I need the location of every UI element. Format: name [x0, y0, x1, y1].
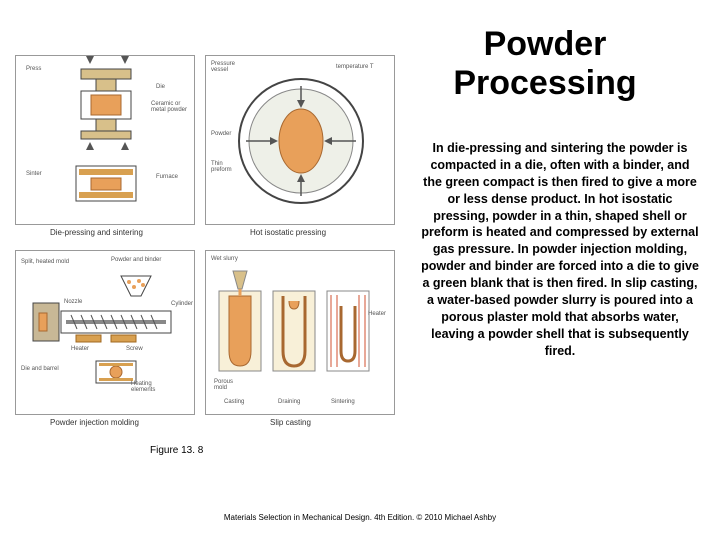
slide: Powder Processing In die-pressing and si…: [0, 0, 720, 540]
label-heater: Heater: [71, 346, 89, 352]
panel-label-bl: Powder injection molding: [50, 418, 139, 427]
label-pb: Powder and binder: [111, 257, 171, 263]
label-powder: Ceramic or metal powder: [151, 101, 191, 113]
panel-label-tl: Die-pressing and sintering: [50, 228, 143, 237]
label-pm: Porous mold: [214, 379, 244, 391]
label-preform: Thin preform: [211, 161, 241, 173]
label-cast: Casting: [224, 399, 244, 405]
label-press: Press: [26, 66, 41, 72]
label-furnace: Furnace: [156, 174, 178, 180]
label-sint: Sintering: [331, 399, 355, 405]
label-hip-powder: Powder: [211, 131, 231, 137]
panel-die-pressing: Press Die Ceramic or metal powder Sinter…: [15, 55, 195, 225]
label-temp: temperature T: [336, 64, 386, 70]
label-sinter: Sinter: [26, 171, 42, 177]
slide-title: Powder Processing: [405, 25, 685, 103]
figure-caption: Figure 13. 8: [150, 445, 203, 456]
label-die: Die: [156, 84, 165, 90]
label-drain: Draining: [278, 399, 300, 405]
label-pv: Pressure vessel: [211, 61, 251, 73]
panel-slip: Wet slurry Porous mold Heater Casting Dr…: [205, 250, 395, 415]
panel-pim: Split, heated mold Powder and binder Noz…: [15, 250, 195, 415]
panel-label-tr: Hot isostatic pressing: [250, 228, 326, 237]
hip-icon: [226, 66, 376, 216]
label-ws: Wet slurry: [211, 256, 241, 262]
figure-13-8: Press Die Ceramic or metal powder Sinter…: [15, 55, 395, 435]
footer-text: Materials Selection in Mechanical Design…: [0, 513, 720, 522]
label-split: Split, heated mold: [21, 259, 71, 265]
body-paragraph: In die-pressing and sintering the powder…: [420, 140, 700, 359]
label-he: Heating elements: [131, 381, 171, 393]
panel-label-br: Slip casting: [270, 418, 311, 427]
label-nozzle: Nozzle: [64, 299, 82, 305]
panel-hip: Pressure vessel temperature T Powder Thi…: [205, 55, 395, 225]
furnace-icon: [61, 156, 151, 211]
label-heater2: Heater: [368, 311, 386, 317]
label-da: Die and barrel: [21, 366, 61, 372]
pim-icon: [21, 271, 191, 391]
label-cyl: Cylinder: [171, 301, 193, 307]
die-press-icon: [61, 61, 151, 141]
label-screw: Screw: [126, 346, 143, 352]
